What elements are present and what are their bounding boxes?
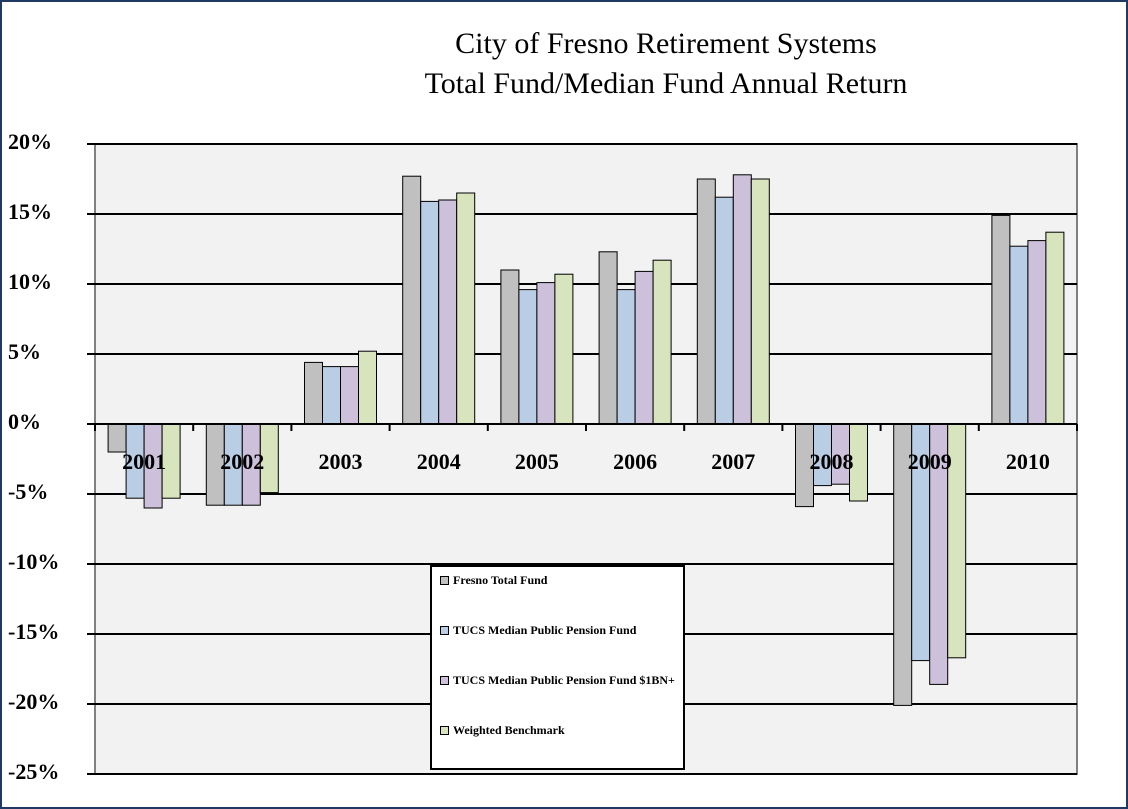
- legend-entry: TUCS Median Public Pension Fund: [440, 623, 675, 673]
- bar: [322, 366, 341, 425]
- bar: [598, 251, 618, 425]
- bar: [1009, 245, 1029, 425]
- bar: [402, 175, 422, 425]
- bar: [714, 196, 734, 425]
- x-tick-label: 2006: [613, 449, 657, 474]
- bar: [420, 200, 440, 425]
- legend-label: Fresno Total Fund: [453, 573, 548, 587]
- y-tick-label: -10%: [8, 549, 59, 574]
- chart-title: City of Fresno Retirement Systems: [455, 27, 877, 60]
- legend-label: TUCS Median Public Pension Fund $1BN+: [453, 673, 675, 687]
- y-tick-label: -20%: [8, 689, 59, 714]
- bar: [340, 366, 359, 425]
- legend-swatch: [440, 626, 449, 635]
- bar: [554, 273, 574, 425]
- y-tick-label: 20%: [8, 129, 52, 154]
- bar: [991, 214, 1011, 425]
- legend-swatch: [440, 576, 449, 585]
- legend-entry: TUCS Median Public Pension Fund $1BN+: [440, 673, 675, 723]
- bar: [358, 350, 377, 425]
- y-tick-label: -5%: [8, 479, 48, 504]
- y-tick-label: -25%: [8, 759, 59, 784]
- bar: [438, 199, 458, 425]
- bar: [616, 289, 636, 425]
- bar: [696, 178, 716, 425]
- bar: [518, 289, 538, 425]
- x-tick-label: 2008: [810, 449, 854, 474]
- x-tick-label: 2002: [220, 449, 264, 474]
- bar: [634, 270, 654, 425]
- legend-label: Weighted Benchmark: [453, 723, 565, 737]
- legend: Fresno Total Fund TUCS Median Public Pens…: [430, 565, 685, 770]
- y-tick-label: 0%: [8, 409, 41, 434]
- bar: [1027, 240, 1047, 425]
- x-tick-label: 2007: [711, 449, 755, 474]
- x-tick-label: 2010: [1006, 449, 1050, 474]
- bar: [456, 192, 476, 425]
- bar: [652, 259, 672, 425]
- bar: [500, 269, 520, 425]
- bar: [107, 423, 127, 453]
- bar: [536, 282, 556, 425]
- x-tick-label: 2001: [122, 449, 166, 474]
- bar: [304, 361, 323, 425]
- y-tick-label: 5%: [8, 339, 41, 364]
- legend-label: TUCS Median Public Pension Fund: [453, 623, 637, 637]
- x-tick-label: 2003: [319, 449, 363, 474]
- y-tick-label: 10%: [8, 269, 52, 294]
- y-tick-label: -15%: [8, 619, 59, 644]
- legend-swatch: [440, 676, 449, 685]
- x-tick-label: 2004: [417, 449, 461, 474]
- chart-title: Total Fund/Median Fund Annual Return: [425, 67, 908, 100]
- legend-entry: Weighted Benchmark: [440, 723, 675, 773]
- bar: [732, 174, 752, 425]
- legend-entry: Fresno Total Fund: [440, 573, 675, 623]
- x-tick-label: 2009: [908, 449, 952, 474]
- y-tick-label: 15%: [8, 199, 52, 224]
- bar: [750, 178, 770, 425]
- legend-swatch: [440, 726, 449, 735]
- bar: [1045, 231, 1065, 425]
- x-tick-label: 2005: [515, 449, 559, 474]
